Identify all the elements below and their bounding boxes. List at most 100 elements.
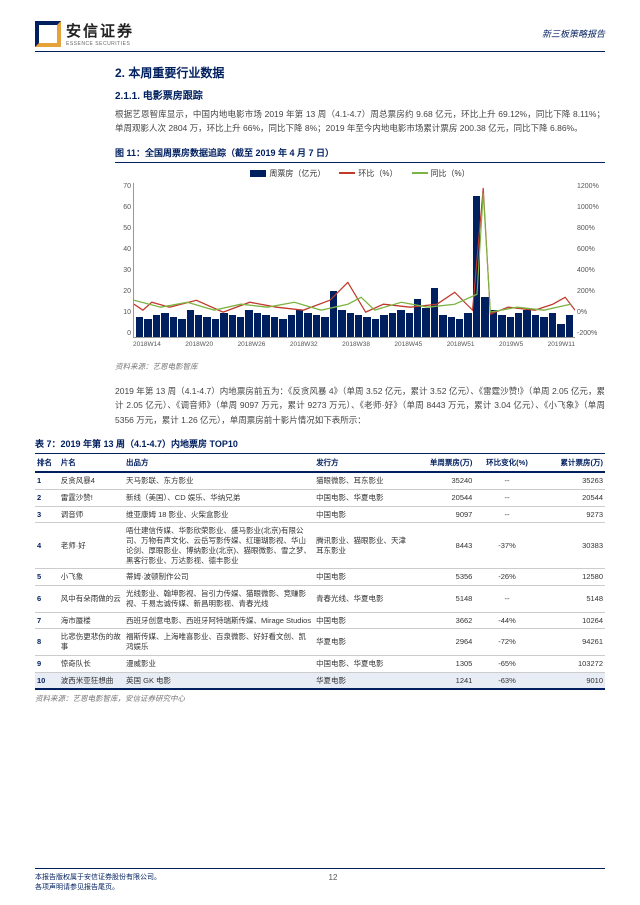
bar bbox=[464, 313, 471, 337]
bar bbox=[523, 310, 530, 336]
legend-label: 同比（%） bbox=[431, 168, 470, 179]
footer-line1: 本报告版权属于安信证券股份有限公司。 bbox=[35, 873, 161, 883]
table-cell: 6 bbox=[35, 586, 59, 613]
bar bbox=[338, 310, 345, 336]
table-cell: 9 bbox=[35, 655, 59, 672]
logo-mark-icon bbox=[35, 21, 61, 47]
table-cell: 5148 bbox=[540, 586, 605, 613]
bar bbox=[296, 310, 303, 336]
bar bbox=[397, 310, 404, 336]
bar bbox=[187, 310, 194, 336]
table-cell: -- bbox=[474, 586, 539, 613]
table-cell: 中国电影、华夏电影 bbox=[314, 655, 409, 672]
table-cell: 3 bbox=[35, 506, 59, 523]
bar bbox=[557, 324, 564, 337]
table-cell: -- bbox=[474, 506, 539, 523]
bar bbox=[414, 299, 421, 336]
table-cell: 华夏电影 bbox=[314, 629, 409, 656]
table-cell: 腾讯影业、猫眼影业、天津耳东影业 bbox=[314, 523, 409, 569]
col-header: 片名 bbox=[59, 454, 124, 472]
bar bbox=[313, 315, 320, 337]
table-cell: 20544 bbox=[409, 489, 474, 506]
table-cell: -65% bbox=[474, 655, 539, 672]
table-cell: 103272 bbox=[540, 655, 605, 672]
table-cell: 海市蜃楼 bbox=[59, 612, 124, 629]
table-row: 9惊奇队长漫威影业中国电影、华夏电影1305-65%103272 bbox=[35, 655, 605, 672]
table-cell: 蒂姆·波顿制作公司 bbox=[124, 569, 314, 586]
bar bbox=[448, 317, 455, 337]
table-cell: 5356 bbox=[409, 569, 474, 586]
chart-plot-area: 706050403020100 1200%1000%800%600%400%20… bbox=[133, 183, 575, 338]
col-header: 累计票房(万) bbox=[540, 454, 605, 472]
table-cell: 风中有朵雨做的云 bbox=[59, 586, 124, 613]
x-axis: 2018W142018W202018W262018W322018W382018W… bbox=[133, 341, 575, 348]
table-cell: 漫威影业 bbox=[124, 655, 314, 672]
page-header: 安信证券 ESSENCE SECURITIES 新三板策略报告 bbox=[35, 20, 605, 52]
bar bbox=[304, 313, 311, 337]
legend-marker bbox=[412, 172, 428, 174]
table-cell: 比悲伤更悲伤的故事 bbox=[59, 629, 124, 656]
bar bbox=[245, 310, 252, 336]
bar bbox=[481, 297, 488, 337]
table-row: 2雷霆沙赞!新线（美国）、CD 娱乐、华纳兄弟中国电影、华夏电影20544--2… bbox=[35, 489, 605, 506]
table-cell: 中国电影 bbox=[314, 612, 409, 629]
table-cell: -37% bbox=[474, 523, 539, 569]
table-title: 表 7：2019 年第 13 周（4.1-4.7）内地票房 TOP10 bbox=[35, 437, 605, 454]
bar bbox=[490, 310, 497, 336]
boxoffice-chart: 周票房（亿元） 环比（%） 同比（%） 706050403020100 1200%1… bbox=[115, 168, 605, 358]
table-row: 5小飞象蒂姆·波顿制作公司中国电影5356-26%12580 bbox=[35, 569, 605, 586]
bar bbox=[456, 319, 463, 337]
bar bbox=[144, 319, 151, 337]
bar bbox=[380, 315, 387, 337]
legend-marker bbox=[250, 170, 266, 177]
logo-en: ESSENCE SECURITIES bbox=[66, 41, 134, 47]
table-cell: 华夏电影 bbox=[314, 672, 409, 689]
table-row: 1反贪风暴4天马影联、东方影业猫眼微影、耳东影业35240--35263 bbox=[35, 472, 605, 489]
bar bbox=[229, 315, 236, 337]
table-cell: 西班牙创意电影、西班牙阿特瑞斯传媒、Mirage Studios bbox=[124, 612, 314, 629]
table-cell: 雷霆沙赞! bbox=[59, 489, 124, 506]
table-cell: 8443 bbox=[409, 523, 474, 569]
bar bbox=[136, 317, 143, 337]
bar bbox=[203, 317, 210, 337]
table-cell: 老师·好 bbox=[59, 523, 124, 569]
table-cell: 1305 bbox=[409, 655, 474, 672]
bar bbox=[422, 308, 429, 337]
table-cell: 30383 bbox=[540, 523, 605, 569]
table-cell: 1 bbox=[35, 472, 59, 489]
bar bbox=[178, 319, 185, 337]
table-cell: 中国电影 bbox=[314, 506, 409, 523]
intro-paragraph: 根据艺恩智库显示，中国内地电影市场 2019 年第 13 周（4.1-4.7）周… bbox=[115, 107, 605, 136]
bar bbox=[237, 317, 244, 337]
col-header: 出品方 bbox=[124, 454, 314, 472]
table-cell: 12580 bbox=[540, 569, 605, 586]
table-body: 1反贪风暴4天马影联、东方影业猫眼微影、耳东影业35240--352632雷霆沙… bbox=[35, 472, 605, 689]
table-cell: 10 bbox=[35, 672, 59, 689]
legend-label: 环比（%） bbox=[358, 168, 397, 179]
bar bbox=[212, 319, 219, 337]
legend-item: 周票房（亿元） bbox=[250, 168, 325, 179]
bar bbox=[566, 315, 573, 337]
table-row: 8比悲伤更悲伤的故事福斯传媒、上海唯喜影业、百泉微影、好好看文创、凯鸿娱乐华夏电… bbox=[35, 629, 605, 656]
table-cell: 2964 bbox=[409, 629, 474, 656]
legend-label: 周票房（亿元） bbox=[269, 168, 325, 179]
bar bbox=[288, 315, 295, 337]
table-cell: 8 bbox=[35, 629, 59, 656]
chart-bars bbox=[134, 183, 575, 337]
bar bbox=[389, 313, 396, 337]
table-header-row: 排名片名出品方发行方单周票房(万)环比变化(%)累计票房(万) bbox=[35, 454, 605, 472]
table-cell: 福斯传媒、上海唯喜影业、百泉微影、好好看文创、凯鸿娱乐 bbox=[124, 629, 314, 656]
bar bbox=[363, 317, 370, 337]
table-cell: 英国 GK 电影 bbox=[124, 672, 314, 689]
table-cell: 猫眼微影、耳东影业 bbox=[314, 472, 409, 489]
bar bbox=[271, 317, 278, 337]
bar bbox=[330, 291, 337, 337]
table-row: 6风中有朵雨做的云光线影业、翰坤影视、旨引力传媒、猫眼微影、竞赚影视、千易志诚传… bbox=[35, 586, 605, 613]
figure-source: 资料来源：艺恩电影智库 bbox=[115, 361, 605, 372]
page-number: 12 bbox=[329, 873, 338, 893]
table-cell: 调音师 bbox=[59, 506, 124, 523]
bar bbox=[549, 313, 556, 337]
table-cell: 中国电影 bbox=[314, 569, 409, 586]
bar bbox=[406, 313, 413, 337]
table-cell: 9097 bbox=[409, 506, 474, 523]
